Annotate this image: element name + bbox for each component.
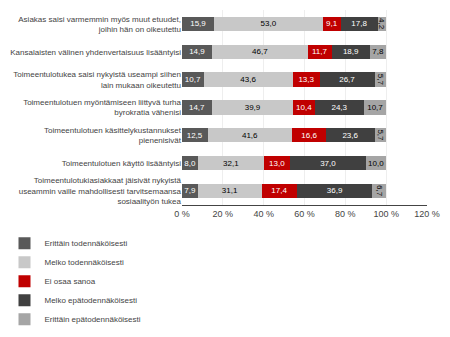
svg-text:60 %: 60 % (294, 209, 315, 219)
svg-text:0 %: 0 % (174, 209, 190, 219)
svg-text:41,6: 41,6 (242, 131, 258, 140)
svg-text:17,4: 17,4 (271, 186, 287, 195)
svg-text:11,7: 11,7 (312, 47, 328, 56)
svg-text:Toimeentulotuen käyttö lisäänt: Toimeentulotuen käyttö lisääntyisi (62, 159, 181, 168)
svg-text:23,6: 23,6 (342, 131, 358, 140)
svg-text:13,0: 13,0 (269, 159, 285, 168)
svg-text:13,3: 13,3 (298, 75, 314, 84)
svg-text:100 %: 100 % (373, 209, 399, 219)
svg-text:12,5: 12,5 (187, 131, 203, 140)
svg-text:5,7: 5,7 (376, 74, 385, 86)
svg-text:5,7: 5,7 (376, 129, 385, 141)
svg-text:18,9: 18,9 (343, 47, 359, 56)
svg-text:8,0: 8,0 (184, 159, 196, 168)
svg-text:Kansalaisten välinen yhdenvert: Kansalaisten välinen yhdenvertaisuus lis… (10, 48, 181, 57)
svg-text:37,0: 37,0 (320, 159, 336, 168)
svg-text:14,9: 14,9 (189, 47, 205, 56)
svg-text:Melko todennäköisesti: Melko todennäköisesti (45, 258, 124, 267)
svg-text:Erittäin todennäköisesti: Erittäin todennäköisesti (45, 239, 128, 248)
svg-text:7,9: 7,9 (184, 186, 196, 195)
svg-text:Ei osaa sanoa: Ei osaa sanoa (45, 277, 96, 286)
svg-text:Melko epätodennäköisesti: Melko epätodennäköisesti (45, 296, 138, 305)
svg-text:17,8: 17,8 (351, 19, 367, 28)
svg-text:10,4: 10,4 (296, 103, 312, 112)
svg-text:39,9: 39,9 (245, 103, 261, 112)
svg-text:16,6: 16,6 (301, 131, 317, 140)
svg-text:4,2: 4,2 (377, 18, 386, 30)
svg-text:40 %: 40 % (253, 209, 274, 219)
svg-text:6,7: 6,7 (375, 185, 384, 197)
svg-text:80 %: 80 % (335, 209, 356, 219)
svg-text:43,6: 43,6 (240, 75, 256, 84)
svg-text:14,7: 14,7 (189, 103, 205, 112)
svg-text:10,0: 10,0 (368, 159, 384, 168)
svg-text:32,1: 32,1 (223, 159, 239, 168)
svg-text:36,9: 36,9 (327, 186, 343, 195)
svg-text:10,7: 10,7 (185, 75, 201, 84)
svg-text:20 %: 20 % (213, 209, 234, 219)
svg-text:Toimeentulotukiasiakkaat jäisi: Toimeentulotukiasiakkaat jäisivät nykyis… (19, 176, 182, 206)
svg-text:24,3: 24,3 (331, 103, 347, 112)
svg-text:Toimeentulotuen myöntämiseen l: Toimeentulotuen myöntämiseen liittyvä tu… (23, 98, 181, 117)
svg-text:10,7: 10,7 (367, 103, 383, 112)
svg-text:26,7: 26,7 (339, 75, 355, 84)
svg-text:Toimeentulotukea saisi nykyist: Toimeentulotukea saisi nykyistä useampi … (13, 70, 181, 89)
svg-text:31,1: 31,1 (222, 186, 238, 195)
svg-text:53,0: 53,0 (261, 19, 277, 28)
svg-text:9,1: 9,1 (326, 19, 338, 28)
svg-text:7,8: 7,8 (372, 47, 384, 56)
svg-text:Asiakas saisi varmemmin myös m: Asiakas saisi varmemmin myös muut etuude… (18, 15, 181, 34)
svg-text:Erittäin epätodennäköisesti: Erittäin epätodennäköisesti (45, 315, 141, 324)
svg-text:120 %: 120 % (414, 209, 440, 219)
svg-text:Toimeentulotuen käsittelykusta: Toimeentulotuen käsittelykustannuksetpie… (44, 126, 182, 145)
svg-text:15,9: 15,9 (190, 19, 206, 28)
svg-text:46,7: 46,7 (252, 47, 268, 56)
